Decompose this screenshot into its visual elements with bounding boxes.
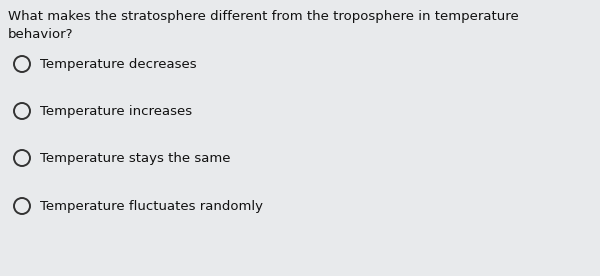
Text: What makes the stratosphere different from the troposphere in temperature: What makes the stratosphere different fr… [8,10,519,23]
Circle shape [14,150,30,166]
Text: behavior?: behavior? [8,28,74,41]
Circle shape [14,103,30,119]
Circle shape [14,198,30,214]
Text: Temperature increases: Temperature increases [40,105,192,118]
Circle shape [14,56,30,72]
Text: Temperature fluctuates randomly: Temperature fluctuates randomly [40,200,263,213]
Text: Temperature decreases: Temperature decreases [40,58,197,71]
Text: Temperature stays the same: Temperature stays the same [40,152,230,165]
